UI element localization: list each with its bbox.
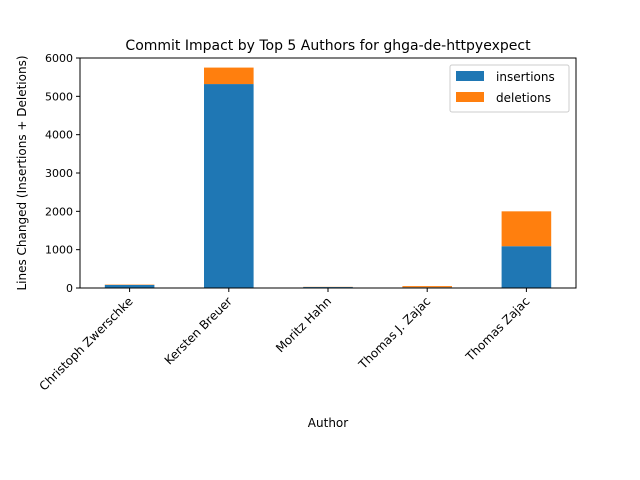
y-tick-label: 6000 xyxy=(45,52,73,65)
legend-swatch-deletions xyxy=(456,92,484,102)
bar-deletions xyxy=(204,67,254,85)
y-tick-label: 4000 xyxy=(45,129,73,142)
y-axis: 0 1000 2000 3000 4000 5000 6000 xyxy=(45,52,80,295)
legend-label-insertions: insertions xyxy=(496,70,555,84)
bars xyxy=(104,67,552,288)
bar-insertions xyxy=(104,284,155,288)
bar-insertions xyxy=(501,246,552,288)
y-tick-label: 5000 xyxy=(45,90,73,103)
bar-deletions xyxy=(501,211,552,247)
chart-title: Commit Impact by Top 5 Authors for ghga-… xyxy=(125,38,531,54)
y-axis-label: Lines Changed (Insertions + Deletions) xyxy=(15,55,29,290)
y-tick-label: 1000 xyxy=(45,244,73,257)
bar-insertions xyxy=(204,84,254,288)
x-axis-label: Author xyxy=(308,416,348,430)
legend-label-deletions: deletions xyxy=(496,91,551,105)
legend: insertions deletions xyxy=(449,64,570,113)
y-tick-label: 3000 xyxy=(45,167,73,180)
y-tick-label: 0 xyxy=(66,282,73,295)
y-tick-label: 2000 xyxy=(45,205,73,218)
legend-swatch-insertions xyxy=(456,71,484,81)
bar-deletions xyxy=(402,286,452,288)
